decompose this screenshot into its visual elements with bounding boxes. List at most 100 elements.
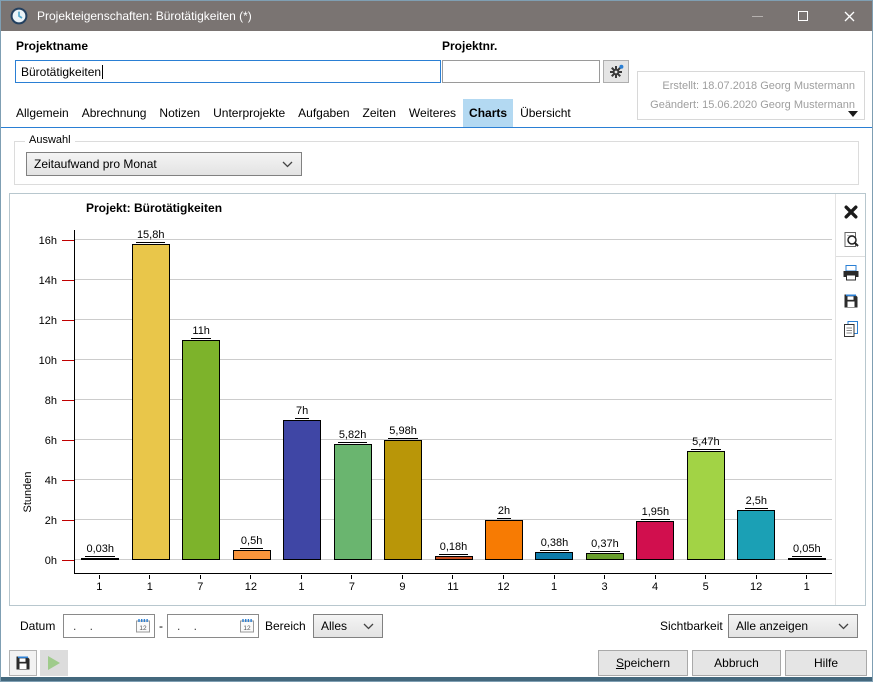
tab-bar: Allgemein Abrechnung Notizen Unterprojekte A… — [1, 99, 872, 128]
x-axis-slot: 9 — [377, 575, 428, 599]
tab-list: Allgemein Abrechnung Notizen Unterprojekte A… — [10, 99, 578, 127]
chart-type-select[interactable]: Zeitaufwand pro Monat — [26, 152, 302, 176]
bar[interactable] — [131, 244, 170, 560]
abbruch-button[interactable]: Abbruch — [692, 650, 781, 676]
datum-label: Datum — [20, 619, 56, 633]
minimize-button[interactable] — [734, 1, 780, 31]
date-from-calendar-button[interactable]: 12 — [132, 618, 154, 634]
modified-info: Geändert: 15.06.2020 Georg Mustermann — [650, 99, 855, 111]
sichtbarkeit-select[interactable]: Alle anzeigen — [728, 614, 858, 638]
x-axis-tick-mark — [806, 575, 808, 579]
y-axis-tick-label: 4h — [44, 475, 57, 487]
date-to-input[interactable]: . . 12 — [167, 614, 259, 638]
tab-aufgaben[interactable]: Aufgaben — [298, 106, 350, 120]
date-from-input[interactable]: . . 12 — [63, 614, 155, 638]
x-axis-tick-label: 7 — [348, 581, 355, 593]
minimize-icon — [751, 15, 763, 17]
bar[interactable] — [535, 552, 574, 560]
bar-group: 0,38h — [529, 537, 579, 560]
plot-area: 0,03h 15,8h 11h 0,5h 7h 5,82h 5,98h 0,18h 2h 0,38… — [74, 229, 832, 574]
bar[interactable] — [81, 558, 120, 560]
y-axis-tick-label: 8h — [44, 395, 57, 407]
y-axis-labels: 0h 2h 4h 6h 8h 10h 12h 14h 16h — [10, 230, 74, 574]
filter-row: Datum . . 12 - . . — [1, 606, 872, 650]
tab-abrechnung[interactable]: Abrechnung — [81, 106, 147, 120]
x-axis-tick-mark — [98, 575, 100, 579]
toolbar-divider — [836, 256, 865, 257]
gridline — [75, 439, 832, 440]
bar-value-label: 0,38h — [539, 537, 570, 551]
y-axis-tick-mark — [62, 240, 74, 241]
projektnr-input[interactable] — [442, 60, 600, 83]
tab-notizen[interactable]: Notizen — [159, 106, 201, 120]
tab-übersicht[interactable]: Übersicht — [520, 106, 571, 120]
print-icon[interactable] — [842, 264, 860, 282]
y-axis-tick-mark — [62, 480, 74, 481]
bar[interactable] — [686, 451, 725, 560]
bar-group: 0,5h — [226, 535, 276, 560]
x-axis-slot: 7 — [327, 575, 378, 599]
x-axis-slot: 3 — [579, 575, 630, 599]
bar-group: 0,05h — [782, 543, 832, 560]
bar-value-label: 1,95h — [640, 506, 671, 520]
x-axis-tick-label: 12 — [497, 581, 510, 593]
y-axis-tick-label: 12h — [38, 315, 57, 327]
tab-overflow-chevron-icon[interactable] — [848, 111, 858, 117]
y-axis-tick-label: 2h — [44, 515, 57, 527]
bar[interactable] — [484, 520, 523, 560]
projektname-input[interactable]: Bürotätigkeiten — [15, 60, 441, 83]
tab-unterprojekte[interactable]: Unterprojekte — [213, 106, 286, 120]
hilfe-button-label: Hilfe — [813, 656, 838, 670]
tab-zeiten[interactable]: Zeiten — [362, 106, 396, 120]
start-timer-button[interactable] — [40, 650, 68, 676]
chart-panel: Projekt: Bürotätigkeiten Stunden 0h 2h 4h 6… — [9, 193, 866, 606]
bar-group: 7h — [277, 405, 327, 560]
bar-group: 2,5h — [731, 495, 781, 560]
chart-toolbar — [835, 194, 865, 605]
bar[interactable] — [434, 556, 473, 560]
bar[interactable] — [283, 420, 322, 560]
bar[interactable] — [636, 521, 675, 560]
x-axis-slot: 12 — [731, 575, 782, 599]
close-icon[interactable] — [842, 203, 860, 221]
quick-save-button[interactable] — [9, 650, 37, 676]
bar[interactable] — [333, 444, 372, 560]
bar[interactable] — [787, 558, 826, 560]
maximize-button[interactable] — [780, 1, 826, 31]
close-button[interactable] — [826, 1, 872, 31]
tab-weiteres[interactable]: Weiteres — [408, 106, 457, 120]
date-from-value: . . — [73, 619, 99, 633]
auswahl-groupbox: Auswahl Zeitaufwand pro Monat — [14, 134, 859, 185]
bar[interactable] — [232, 550, 271, 560]
y-axis-tick-label: 16h — [38, 235, 57, 247]
bereich-label: Bereich — [265, 619, 306, 633]
bar[interactable] — [585, 553, 624, 560]
title-bar[interactable]: Projekteigenschaften: Bürotätigkeiten (*… — [1, 1, 872, 31]
tab-allgemein[interactable]: Allgemein — [16, 106, 69, 120]
date-to-calendar-button[interactable]: 12 — [236, 618, 258, 634]
x-axis-tick-mark — [401, 575, 403, 579]
bereich-select[interactable]: Alles — [313, 614, 383, 638]
text-cursor — [102, 64, 104, 79]
bar[interactable] — [737, 510, 776, 560]
y-axis-tick-mark — [62, 520, 74, 521]
copy-icon[interactable] — [842, 320, 860, 338]
gridline — [75, 279, 832, 280]
speichern-button[interactable]: Speichern — [598, 650, 688, 676]
bar-value-label: 0,37h — [590, 538, 620, 552]
x-axis-tick-label: 11 — [447, 581, 459, 593]
bar-value-label: 7h — [294, 405, 310, 419]
bar[interactable] — [384, 440, 423, 560]
y-axis-tick-label: 14h — [38, 275, 57, 287]
x-axis-tick-label: 12 — [750, 581, 763, 593]
x-axis-tick-label: 1 — [96, 581, 103, 593]
preview-icon[interactable] — [842, 231, 860, 249]
hilfe-button[interactable]: Hilfe — [785, 650, 867, 676]
x-axis-tick-mark — [452, 575, 454, 579]
gridline — [75, 399, 832, 400]
projektnr-settings-button[interactable] — [603, 60, 629, 83]
tab-charts[interactable]: Charts — [463, 99, 514, 127]
bar[interactable] — [182, 340, 221, 560]
save-icon[interactable] — [842, 292, 860, 310]
